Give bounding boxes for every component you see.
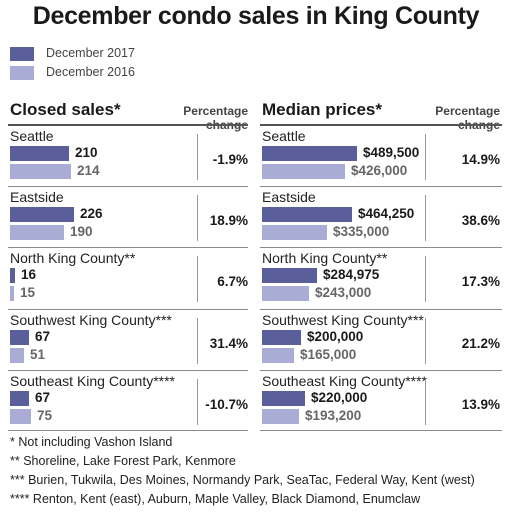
region-label: Southeast King County**** <box>262 373 427 389</box>
bar-2016 <box>262 164 345 179</box>
pct-divider <box>197 256 198 302</box>
row-divider <box>260 247 502 248</box>
row-divider <box>8 309 248 310</box>
percentage-change-value: 6.7% <box>217 274 248 289</box>
value-label-2017: 210 <box>75 145 98 160</box>
row-divider <box>260 370 502 371</box>
header-rule-right <box>260 124 502 126</box>
pct-divider <box>197 195 198 241</box>
value-label-2016: 15 <box>20 285 36 300</box>
footnote: ** Shoreline, Lake Forest Park, Kenmore <box>10 454 236 468</box>
value-label-2016: 51 <box>30 347 46 362</box>
value-label-2016: $243,000 <box>315 285 372 300</box>
row-divider <box>8 247 248 248</box>
footer-rule-left <box>8 430 248 431</box>
value-label-2017: 67 <box>35 329 51 344</box>
bar-2017 <box>262 268 317 283</box>
legend-swatch-2017 <box>10 47 34 61</box>
row-divider <box>260 186 502 187</box>
region-label: Eastside <box>10 189 64 205</box>
legend-label-2016: December 2016 <box>46 65 135 79</box>
region-label: Eastside <box>262 189 316 205</box>
bar-2017 <box>10 268 15 283</box>
region-label: Southwest King County*** <box>10 312 172 328</box>
value-label-2016: $193,200 <box>305 408 362 423</box>
bar-2016 <box>262 286 309 301</box>
region-label: Southwest King County*** <box>262 312 424 328</box>
closed-sales-heading: Closed sales* <box>10 100 121 119</box>
bar-2016 <box>262 409 299 424</box>
bar-2017 <box>10 146 69 161</box>
legend-label-2017: December 2017 <box>46 46 135 60</box>
percentage-change-value: 17.3% <box>461 274 500 289</box>
row-divider <box>8 186 248 187</box>
value-label-2017: $200,000 <box>307 329 364 344</box>
value-label-2017: $220,000 <box>311 390 368 405</box>
region-label: North King County** <box>10 250 136 266</box>
region-label: Seattle <box>10 128 54 144</box>
bar-2017 <box>10 391 29 406</box>
chart-title: December condo sales in King County <box>32 2 480 30</box>
pct-divider <box>197 318 198 364</box>
percentage-change-value: 14.9% <box>461 152 500 167</box>
bar-2017 <box>262 146 357 161</box>
pct-divider <box>425 134 426 180</box>
bar-2016 <box>10 286 14 301</box>
median-prices-heading: Median prices* <box>262 100 382 119</box>
bar-2017 <box>262 207 352 222</box>
bar-2016 <box>10 225 64 240</box>
value-label-2016: $335,000 <box>333 224 390 239</box>
bar-2017 <box>262 330 301 345</box>
value-label-2017: 16 <box>21 267 37 282</box>
bar-2017 <box>10 207 74 222</box>
value-label-2017: $284,975 <box>323 267 380 282</box>
header-rule-left <box>8 124 248 126</box>
value-label-2016: $165,000 <box>300 347 357 362</box>
percentage-change-value: 38.6% <box>461 213 500 228</box>
footer-rule-right <box>260 430 502 431</box>
bar-2016 <box>10 409 31 424</box>
region-label: Seattle <box>262 128 306 144</box>
pct-divider <box>425 256 426 302</box>
percentage-change-value: -10.7% <box>205 397 248 412</box>
value-label-2016: 214 <box>77 163 100 178</box>
value-label-2017: $464,250 <box>358 206 415 221</box>
region-label: Southeast King County**** <box>10 373 175 389</box>
pct-divider <box>197 134 198 180</box>
row-divider <box>8 370 248 371</box>
bar-2016 <box>262 225 327 240</box>
pct-divider <box>425 195 426 241</box>
percentage-change-value: 31.4% <box>209 336 248 351</box>
value-label-2017: $489,500 <box>363 145 420 160</box>
bar-2016 <box>10 348 24 363</box>
value-label-2016: 75 <box>37 408 53 423</box>
footnote: *** Burien, Tukwila, Des Moines, Normand… <box>10 473 475 487</box>
bar-2017 <box>262 391 305 406</box>
legend-swatch-2016 <box>10 66 34 80</box>
pct-divider <box>197 379 198 425</box>
value-label-2017: 67 <box>35 390 51 405</box>
closed-sales-pct-heading: Percentage change <box>183 104 248 132</box>
footnote: **** Renton, Kent (east), Auburn, Maple … <box>10 492 421 506</box>
bar-2016 <box>10 164 71 179</box>
percentage-change-value: 18.9% <box>209 213 248 228</box>
value-label-2017: 226 <box>80 206 103 221</box>
pct-divider <box>425 318 426 364</box>
region-label: North King County** <box>262 250 388 266</box>
bar-2016 <box>262 348 294 363</box>
bar-2017 <box>10 330 29 345</box>
row-divider <box>260 309 502 310</box>
value-label-2016: 190 <box>70 224 93 239</box>
percentage-change-value: 13.9% <box>461 397 500 412</box>
median-prices-pct-heading: Percentage change <box>435 104 500 132</box>
footnote: * Not including Vashon Island <box>10 435 173 449</box>
value-label-2016: $426,000 <box>351 163 408 178</box>
pct-divider <box>425 379 426 425</box>
percentage-change-value: 21.2% <box>461 336 500 351</box>
percentage-change-value: -1.9% <box>212 152 248 167</box>
